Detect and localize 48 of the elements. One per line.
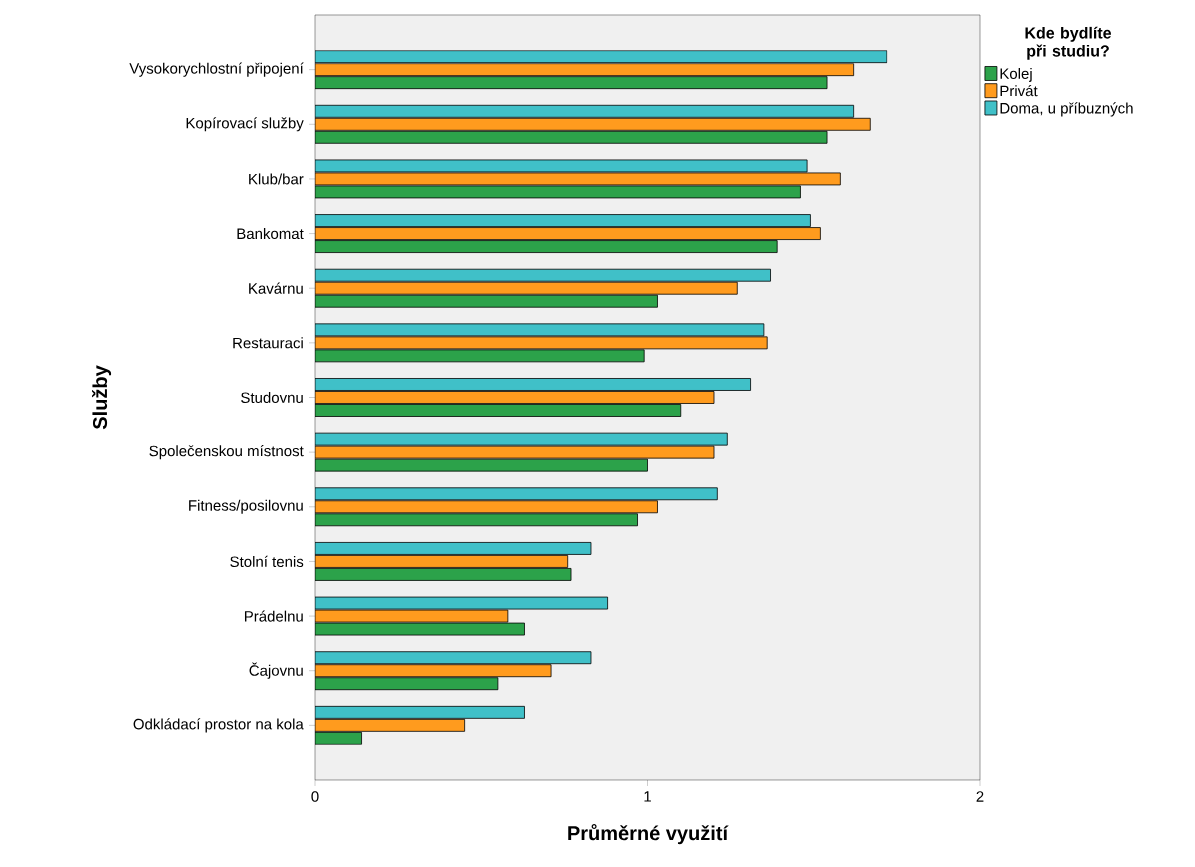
y-tick-label: Restauraci	[233, 337, 303, 349]
bar	[315, 294, 658, 308]
bar	[315, 677, 499, 691]
bar	[315, 555, 569, 568]
bar	[315, 76, 828, 90]
bar	[315, 513, 638, 527]
bar	[315, 487, 718, 501]
y-axis-title: Služby	[92, 365, 112, 430]
y-tick-label: Čajovnu	[249, 662, 303, 679]
bar	[315, 404, 682, 417]
bar	[315, 500, 658, 514]
x-tick-label: 0	[311, 791, 319, 802]
y-tick-label: Vysokorychlostní připojení	[129, 62, 304, 77]
bar	[315, 50, 888, 64]
bar	[315, 664, 552, 678]
y-tick-label: Kopírovací služby	[186, 117, 304, 132]
bar	[315, 718, 466, 732]
bar	[315, 240, 778, 253]
y-tick-label: Prádelnu	[244, 610, 303, 622]
bar	[315, 117, 871, 131]
x-tick-label: 2	[976, 791, 984, 802]
bar	[315, 705, 525, 719]
bar	[315, 568, 572, 581]
y-tick-label: Kavárnu	[249, 282, 303, 294]
y-tick-label: Stolní tenis	[230, 555, 304, 568]
legend-title: Kde bydlíte při studiu?	[1025, 26, 1112, 60]
bar	[315, 542, 592, 555]
y-tick-label: Studovnu	[241, 391, 303, 403]
y-tick-label: Společenskou místnost	[149, 445, 304, 460]
legend-label: Kolej	[1000, 67, 1032, 82]
y-tick-label: Odkládací prostor na kola	[133, 718, 304, 733]
legend-label: Doma, u příbuzných	[1000, 102, 1133, 117]
y-tick-label: Bankomat	[237, 228, 304, 240]
x-tick-label: 1	[644, 791, 651, 802]
x-axis-title: Průměrné využití	[568, 824, 729, 845]
y-tick-label: Fitness/posilovnu	[189, 499, 303, 514]
bar	[315, 378, 751, 391]
bar	[315, 281, 738, 295]
legend-label: Privát	[1000, 85, 1038, 97]
y-tick-label: Klub/bar	[249, 173, 304, 185]
bar	[315, 651, 592, 665]
bar	[315, 227, 821, 240]
bar	[315, 268, 771, 282]
bar	[315, 214, 811, 227]
bar	[315, 104, 855, 118]
bar	[315, 63, 855, 77]
bar	[315, 130, 828, 144]
bar	[315, 391, 715, 404]
